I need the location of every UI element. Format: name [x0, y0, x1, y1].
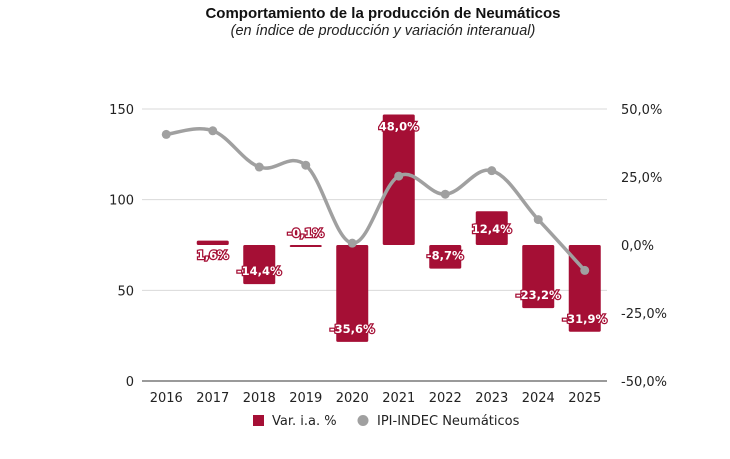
data-label: 1,6% [197, 248, 229, 262]
legend: Var. i.a. % IPI-INDEC Neumáticos [253, 414, 520, 429]
axes: 0 50 100 150 -50,0% -25,0% 0,0% 25,0% 50,0% 2016 2… [109, 103, 667, 406]
x-tick-label: 2022 [429, 391, 462, 406]
y-right-tick-label: -50,0% [621, 375, 667, 390]
y-right-tick-label: 50,0% [621, 103, 662, 118]
y-left-tick-label: 150 [109, 103, 134, 118]
line-point [208, 126, 218, 136]
y-right-tick-label: 25,0% [621, 171, 662, 186]
data-label: -35,6% [330, 322, 375, 336]
bar [429, 245, 462, 269]
y-right-tick-label: 0,0% [621, 239, 654, 254]
bar [196, 240, 229, 245]
bar-series [196, 114, 601, 342]
y-left-tick-label: 100 [109, 194, 134, 209]
data-label: -0,1% [287, 226, 324, 240]
line-point [440, 189, 450, 199]
legend-swatch-line [357, 415, 369, 426]
line-series [161, 126, 590, 275]
x-tick-label: 2019 [289, 391, 322, 406]
line-point [161, 129, 171, 139]
line-point [301, 160, 311, 170]
x-tick-label: 2020 [336, 391, 369, 406]
data-label: -14,4% [237, 264, 282, 278]
bar [522, 245, 555, 309]
x-tick-label: 2018 [243, 391, 276, 406]
bar [475, 211, 508, 245]
data-label: 12,4% [472, 222, 512, 236]
bar [336, 245, 369, 342]
legend-label-bar: Var. i.a. % [272, 414, 337, 429]
y-left-tick-label: 0 [126, 375, 134, 390]
x-tick-label: 2016 [150, 391, 183, 406]
legend-label-line: IPI-INDEC Neumáticos [377, 414, 520, 429]
y-right-tick-label: -25,0% [621, 307, 667, 322]
line-path [164, 127, 587, 273]
bar [568, 245, 601, 332]
data-labels: 1,6% -14,4% -0,1% -35,6% 48,0% -8,7% 12,4% -23,… [196, 118, 609, 337]
x-tick-label: 2017 [196, 391, 229, 406]
data-label: -8,7% [427, 249, 464, 263]
line-point [487, 166, 497, 176]
legend-swatch-bar [253, 415, 264, 426]
line-point [533, 215, 543, 225]
line-point [580, 265, 590, 275]
x-tick-label: 2021 [382, 391, 415, 406]
data-label: 48,0% [379, 119, 419, 133]
line-point [394, 171, 404, 181]
bar [289, 245, 322, 247]
chart-title: Comportamiento de la producción de Neumá… [205, 5, 561, 22]
x-tick-label: 2023 [475, 391, 508, 406]
bar [243, 245, 276, 285]
data-label: -31,9% [562, 312, 607, 326]
data-label: -23,2% [516, 288, 561, 302]
line-point [347, 238, 357, 248]
x-tick-label: 2025 [568, 391, 601, 406]
y-left-tick-label: 50 [117, 284, 134, 299]
chart-subtitle: (en índice de producción y variación int… [230, 23, 536, 39]
line-point [254, 162, 264, 172]
x-tick-label: 2024 [522, 391, 555, 406]
